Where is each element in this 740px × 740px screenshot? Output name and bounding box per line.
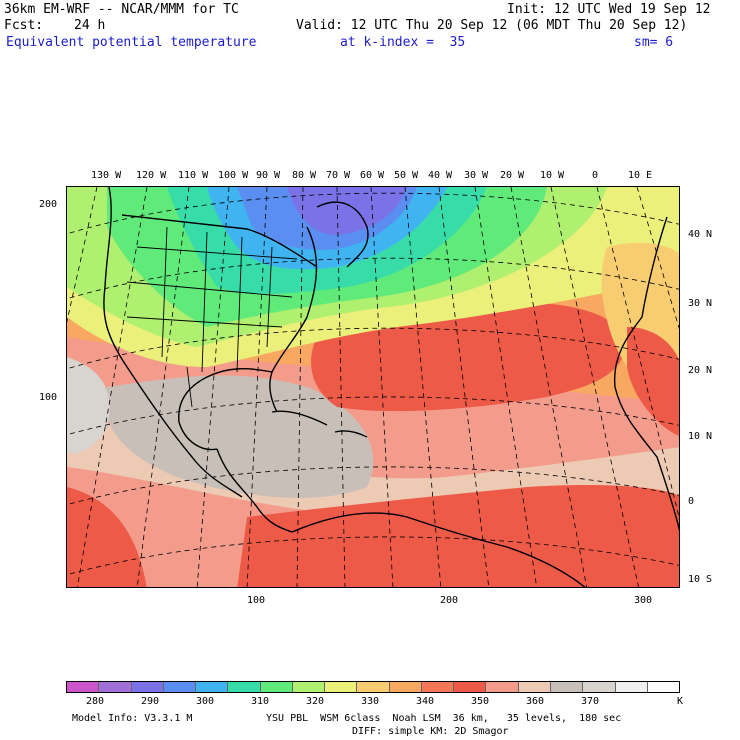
colorbar-swatch: [131, 682, 164, 692]
grid-x-label: 200: [440, 595, 459, 606]
lon-label: 10 E: [628, 170, 653, 181]
field-purple: [287, 187, 407, 235]
colorbar-tick: 340: [416, 696, 435, 707]
field-africa-red: [627, 327, 679, 437]
lon-label: 70 W: [326, 170, 351, 181]
colorbar-tick: 290: [141, 696, 160, 707]
field-grey-caribbean: [105, 375, 374, 498]
valid-time: Valid: 12 UTC Thu 20 Sep 12 (06 MDT Thu …: [296, 18, 688, 33]
lon-label: 120 W: [136, 170, 167, 181]
map-plot: [66, 186, 680, 588]
grid-x-label: 100: [247, 595, 266, 606]
lat-label: 40 N: [688, 229, 713, 240]
colorbar-swatch: [228, 682, 261, 692]
diffusion-info: DIFF: simple KM: 2D Smagor: [352, 726, 509, 737]
colorbar-tick: 280: [86, 696, 105, 707]
field-red-west: [67, 487, 147, 587]
colorbar-tick: 310: [251, 696, 270, 707]
physics-info: YSU PBL WSM 6class Noah LSM 36 km, 35 le…: [266, 713, 622, 724]
lat-label: 10 S: [688, 574, 713, 585]
colorbar-swatch: [486, 682, 519, 692]
lon-label: 30 W: [464, 170, 489, 181]
colorbar-tick: 370: [581, 696, 600, 707]
init-time: Init: 12 UTC Wed 19 Sep 12: [507, 2, 711, 17]
colorbar-swatch: [292, 682, 326, 692]
field-name: Equivalent potential temperature: [6, 35, 257, 50]
colorbar-swatch: [550, 682, 584, 692]
grid-y-label: 100: [39, 392, 58, 403]
colorbar-swatch: [615, 682, 648, 692]
lon-label: 40 W: [428, 170, 453, 181]
state-borders: [126, 226, 298, 408]
grid-x-label: 300: [634, 595, 653, 606]
colorbar-swatch: [454, 682, 487, 692]
smoothing-label: sm= 6: [634, 35, 674, 50]
lon-label: 90 W: [256, 170, 281, 181]
level-label: at k-index = 35: [340, 35, 466, 50]
colorbar-swatch: [389, 682, 422, 692]
lat-label: 10 N: [688, 431, 713, 442]
lon-label: 0: [592, 170, 599, 181]
colorbar-tick: 360: [526, 696, 545, 707]
lon-label: 130 W: [91, 170, 122, 181]
colorbar-tick: 320: [306, 696, 325, 707]
grid-y-label: 200: [39, 199, 58, 210]
coastlines: [103, 187, 679, 587]
colorbar-swatch: [421, 682, 455, 692]
colorbar-swatch: [325, 682, 358, 692]
colorbar-tick: 350: [471, 696, 490, 707]
field-grey-pacific: [67, 357, 110, 454]
lon-label: 50 W: [394, 170, 419, 181]
lat-label: 20 N: [688, 365, 713, 376]
colorbar-swatch: [67, 682, 100, 692]
map-field: [67, 187, 679, 587]
colorbar-swatch: [647, 682, 680, 692]
colorbar-tick: 300: [196, 696, 215, 707]
colorbar-swatch: [357, 682, 390, 692]
colorbar-swatch: [518, 682, 551, 692]
lon-label: 80 W: [292, 170, 317, 181]
field-red-south: [237, 485, 679, 587]
lon-label: 60 W: [360, 170, 385, 181]
lat-label: 0: [688, 496, 695, 507]
lon-label: 110 W: [178, 170, 209, 181]
lat-label: 30 N: [688, 298, 713, 309]
colorbar-swatch: [163, 682, 197, 692]
colorbar-swatch: [99, 682, 132, 692]
graticule: [67, 187, 679, 587]
colorbar-swatch: [260, 682, 293, 692]
colorbar-swatch: [196, 682, 229, 692]
lon-label: 100 W: [218, 170, 249, 181]
colorbar-units: K: [677, 696, 684, 707]
colorbar-swatch: [583, 682, 616, 692]
forecast-label: Fcst:: [4, 18, 44, 33]
lon-label: 20 W: [500, 170, 525, 181]
lon-label: 10 W: [540, 170, 565, 181]
forecast-hour: 24 h: [74, 18, 106, 33]
model-title: 36km EM-WRF -- NCAR/MMM for TC: [4, 2, 239, 17]
colorbar: [66, 681, 680, 693]
colorbar-tick: 330: [361, 696, 380, 707]
model-info: Model Info: V3.3.1 M: [72, 713, 193, 724]
